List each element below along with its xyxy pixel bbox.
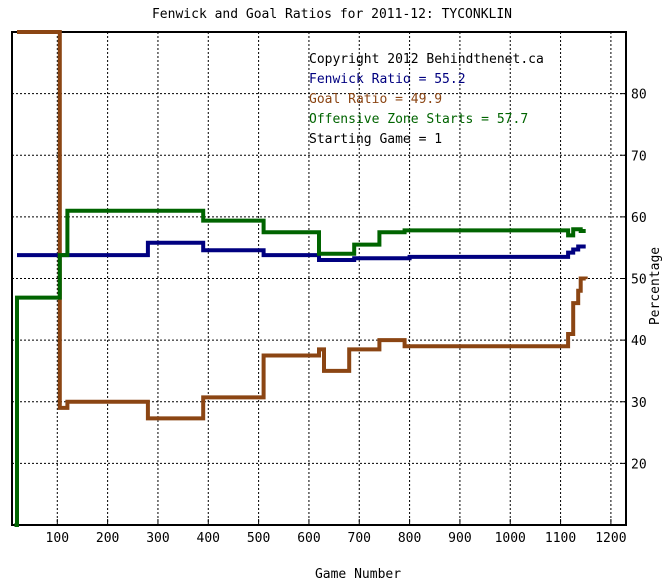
x-tick-label: 200	[96, 531, 119, 546]
y-tick-label: 20	[631, 457, 647, 472]
annotation-text: Copyright 2012 Behindthenet.ca	[309, 52, 544, 67]
x-tick-label: 500	[247, 531, 270, 546]
x-tick-label: 800	[398, 531, 421, 546]
series-line-1	[17, 240, 586, 262]
y-tick-label: 60	[631, 211, 647, 226]
x-tick-label: 600	[297, 531, 320, 546]
annotation-text: Offensive Zone Starts = 57.7	[309, 112, 528, 127]
series-lines	[14, 30, 588, 527]
y-tick-label: 70	[631, 149, 647, 164]
annotation-text: Fenwick Ratio = 55.2	[309, 72, 466, 87]
annotation-text: Starting Game = 1	[309, 132, 442, 147]
y-tick-label: 50	[631, 273, 647, 288]
x-tick-label: 100	[46, 531, 69, 546]
series-line-2	[17, 30, 588, 421]
y-axis-label: Percentage	[648, 247, 663, 325]
chart-title: Fenwick and Goal Ratios for 2011-12: TYC…	[152, 7, 512, 22]
series-line-3	[14, 208, 586, 527]
y-tick-label: 30	[631, 396, 647, 411]
x-tick-label: 300	[146, 531, 169, 546]
x-tick-label: 900	[448, 531, 471, 546]
y-tick-label: 40	[631, 334, 647, 349]
x-tick-label: 1000	[495, 531, 526, 546]
x-tick-label: 700	[348, 531, 371, 546]
x-tick-label: 400	[197, 531, 220, 546]
y-tick-label: 80	[631, 88, 647, 103]
annotations: Copyright 2012 Behindthenet.ca Fenwick Ra…	[309, 52, 544, 147]
x-tick-label: 1100	[545, 531, 576, 546]
y-axis: 20 30 40 50 60 70 80	[620, 88, 647, 472]
x-tick-label: 1200	[595, 531, 626, 546]
x-axis-label: Game Number	[315, 567, 401, 580]
x-axis: 100 200 300 400 500 600 700 800 900 1000 1100 1200	[46, 519, 627, 546]
annotation-text: Goal Ratio = 49.9	[309, 92, 442, 107]
